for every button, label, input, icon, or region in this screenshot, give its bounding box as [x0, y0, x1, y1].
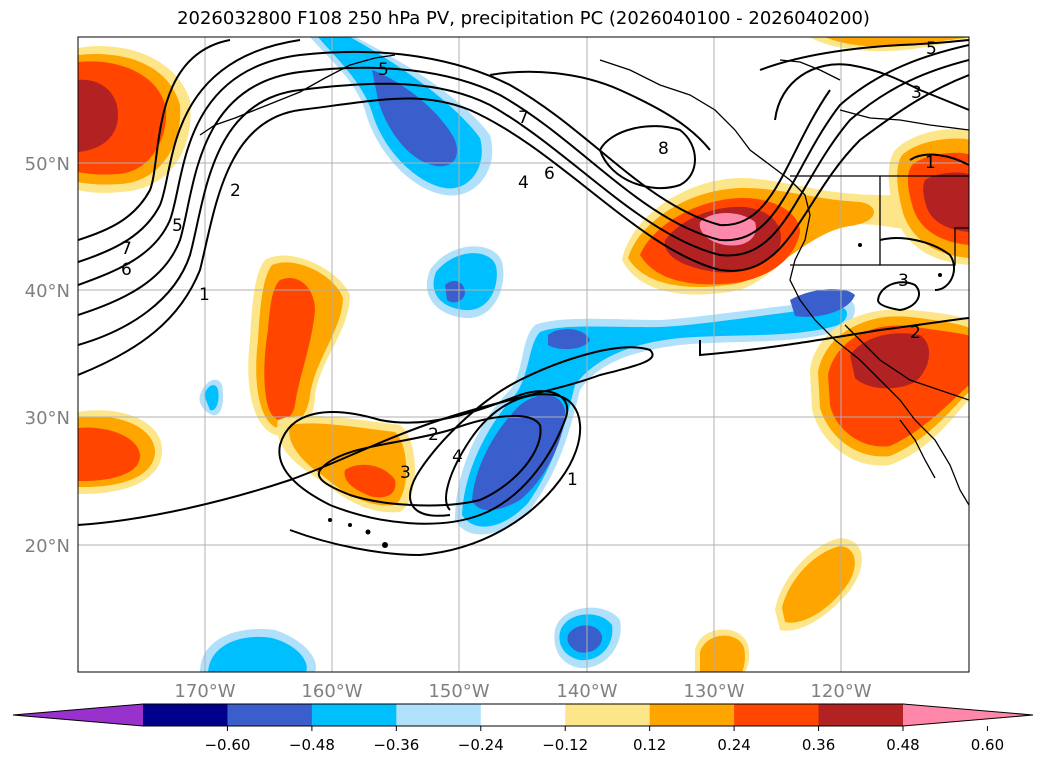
contour-label-6-west: 6 — [121, 260, 132, 280]
colorbar-extend-low — [13, 704, 143, 726]
lon-label-130w: 130°W — [683, 681, 744, 702]
colorbar-tick-label: −0.36 — [373, 736, 419, 754]
precip-anomaly-negative-40n-150w — [426, 246, 504, 319]
colorbar-bin — [396, 704, 482, 726]
colorbar-outline — [12, 703, 1034, 727]
precip-anomaly-positive-california — [810, 309, 969, 466]
contour-label-4-subtropic: 4 — [452, 447, 463, 467]
precip-anomaly-positive-south-125w — [775, 538, 862, 631]
colorbar-bin — [565, 704, 651, 726]
colorbar-bin — [311, 704, 397, 726]
colorbar-bin — [143, 704, 228, 726]
contour-label-2-subtropic: 2 — [428, 425, 439, 445]
precip-anomaly-positive-dateline-north — [78, 45, 191, 193]
colorbar-bin — [649, 704, 735, 726]
colorbar-tick-label: 0.12 — [633, 736, 666, 754]
contour-label-1-east: 1 — [925, 153, 936, 173]
lat-label-20n: 20°N — [25, 536, 70, 557]
precip-anomaly-negative-southwest — [200, 629, 316, 672]
longitude-labels: 170°W 160°W 150°W 140°W 130°W 120°W — [174, 681, 871, 702]
colorbar-tick-label: 0.36 — [802, 736, 835, 754]
precip-anomaly-positive-south-130w — [695, 629, 750, 672]
colorbar-bin — [818, 704, 904, 726]
lon-label-170w: 170°W — [174, 681, 235, 702]
precip-anomaly-positive-west-28n — [78, 410, 163, 495]
lat-label-40n: 40°N — [25, 281, 70, 302]
contour-label-6-center: 6 — [544, 164, 555, 184]
colorbar: −0.60 −0.48 −0.36 −0.24 −0.12 0.12 0.24 0.36 0.4… — [12, 703, 1034, 754]
contour-label-3-east: 3 — [898, 271, 909, 291]
colorbar-tick-label: 0.48 — [886, 736, 919, 754]
precip-anomaly-positive-top-right-core — [825, 37, 969, 47]
contour-label-5-top-left: 5 — [378, 60, 389, 80]
contour-label-2-west: 2 — [230, 181, 241, 201]
colorbar-bin — [734, 704, 820, 726]
contour-label-5-west: 5 — [172, 216, 183, 236]
contour-label-5-top-right: 5 — [926, 39, 937, 59]
colorbar-tick-label: −0.48 — [289, 736, 335, 754]
colorbar-tick-label: −0.60 — [204, 736, 250, 754]
lon-label-150w: 150°W — [428, 681, 489, 702]
contour-label-3-subtropic: 3 — [400, 463, 411, 483]
precip-anomaly-negative-subtropical-band — [455, 288, 855, 535]
contour-label-4-center: 4 — [518, 173, 529, 193]
lat-label-50n: 50°N — [25, 154, 70, 175]
coastlines — [199, 54, 969, 506]
contour-label-8: 8 — [658, 139, 669, 159]
contour-label-7-west: 7 — [121, 239, 132, 259]
precip-anomaly-negative-gulf-alaska — [310, 37, 493, 196]
contour-label-7-center: 7 — [518, 108, 529, 128]
precip-anomaly-positive-160w — [248, 255, 350, 436]
colorbar-bin — [227, 704, 313, 726]
lon-label-160w: 160°W — [301, 681, 362, 702]
pv-contours — [78, 39, 969, 557]
contour-label-3-top-right: 3 — [911, 83, 922, 103]
contour-labels: 7 6 5 2 1 7 6 4 8 5 5 3 1 3 2 2 4 3 1 — [121, 39, 937, 490]
colorbar-tick-label: −0.12 — [542, 736, 588, 754]
lon-label-140w: 140°W — [556, 681, 617, 702]
map-title: 2026032800 F108 250 hPa PV, precipitatio… — [177, 8, 870, 29]
latitude-labels: 50°N 40°N 30°N 20°N — [25, 154, 70, 557]
precip-anomaly-negative-small-30n-core — [204, 385, 219, 411]
map-frame — [77, 36, 970, 673]
colorbar-tick-label: −0.24 — [458, 736, 504, 754]
contour-label-1-subtropic: 1 — [567, 470, 578, 490]
colorbar-tick-label: 0.60 — [971, 736, 1004, 754]
lat-label-30n: 30°N — [25, 408, 70, 429]
precip-anomaly-negative-hawaii-south — [554, 607, 621, 669]
colorbar-extend-high — [903, 704, 1033, 726]
colorbar-bin — [480, 704, 566, 726]
contour-label-1-west: 1 — [199, 285, 210, 305]
contour-label-2-california: 2 — [910, 323, 921, 343]
colorbar-tick-label: 0.24 — [717, 736, 750, 754]
lon-label-120w: 120°W — [810, 681, 871, 702]
islands — [328, 243, 942, 548]
